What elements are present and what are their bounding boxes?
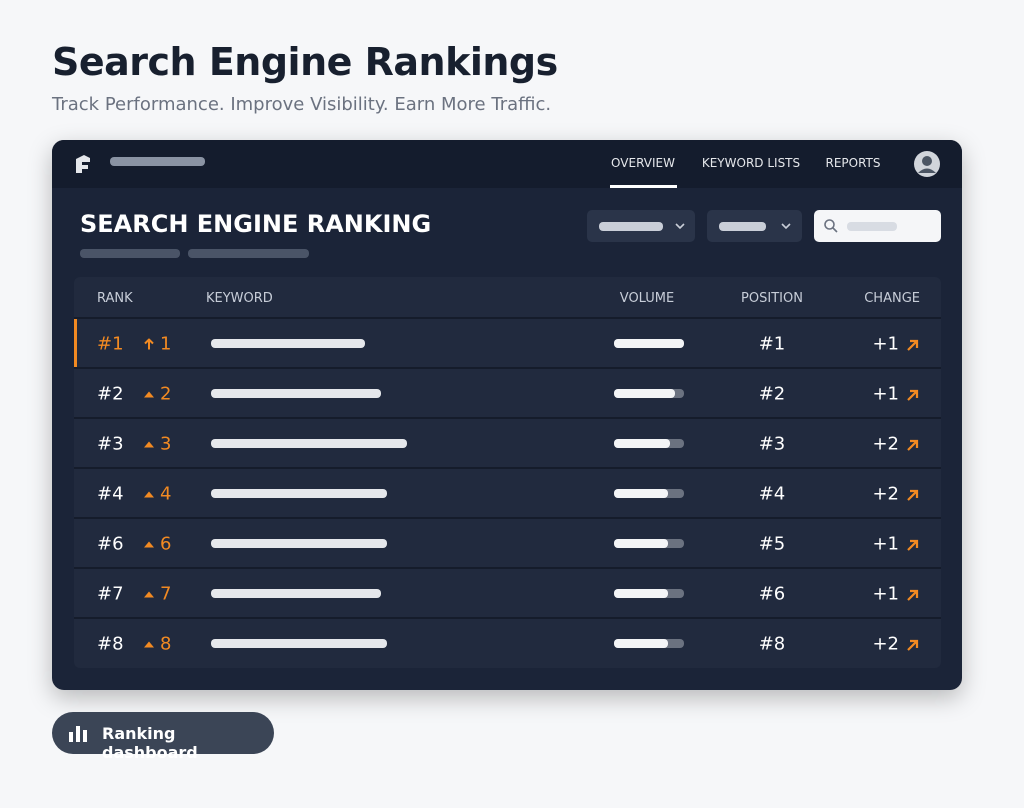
change: +1 xyxy=(872,333,899,355)
volume-bar xyxy=(614,539,684,548)
nav-reports[interactable]: REPORTS xyxy=(825,156,881,170)
volume-bar xyxy=(614,489,684,498)
change: +1 xyxy=(872,383,899,405)
rank: #7 xyxy=(97,583,124,605)
volume-fill xyxy=(614,339,684,348)
placeholder xyxy=(80,249,180,258)
volume-fill xyxy=(614,389,675,398)
volume-fill xyxy=(614,589,668,598)
movement-value: 7 xyxy=(160,583,172,605)
position: #2 xyxy=(758,383,786,405)
table-row: #7 7 #6 +1 xyxy=(74,567,941,619)
volume-bar xyxy=(614,639,684,648)
change: +1 xyxy=(872,533,899,555)
keyword-placeholder xyxy=(211,639,387,648)
rank: #2 xyxy=(97,383,124,405)
rank: #8 xyxy=(97,633,124,655)
position: #6 xyxy=(758,583,786,605)
page-title: Search Engine Rankings xyxy=(52,40,558,84)
avatar[interactable] xyxy=(913,150,941,178)
keyword-placeholder xyxy=(211,539,387,548)
placeholder xyxy=(188,249,309,258)
change-arrow xyxy=(906,637,920,651)
movement-value: 2 xyxy=(160,383,172,405)
volume-bar xyxy=(614,439,684,448)
keyword-placeholder xyxy=(211,439,407,448)
change-arrow xyxy=(906,537,920,551)
position: #8 xyxy=(758,633,786,655)
position: #5 xyxy=(758,533,786,555)
movement-value: 8 xyxy=(160,633,172,655)
movement: 4 xyxy=(144,484,171,505)
header-change: CHANGE xyxy=(864,291,920,306)
volume-bar xyxy=(614,589,684,598)
panel-title: SEARCH ENGINE RANKING xyxy=(80,210,432,238)
movement: 6 xyxy=(144,534,171,555)
volume-bar xyxy=(614,339,684,348)
movement-value: 4 xyxy=(160,483,172,505)
logo[interactable] xyxy=(72,153,94,175)
movement: 3 xyxy=(144,434,171,455)
table-row: #4 4 #4 +2 xyxy=(74,467,941,519)
top-bar: OVERVIEW KEYWORD LISTS REPORTS xyxy=(52,140,962,188)
position: #4 xyxy=(758,483,786,505)
table-row: #3 3 #3 +2 xyxy=(74,417,941,469)
nav-keyword-lists[interactable]: KEYWORD LISTS xyxy=(701,156,801,170)
keyword-placeholder xyxy=(211,339,365,348)
volume-fill xyxy=(614,439,670,448)
dashboard-panel: OVERVIEW KEYWORD LISTS REPORTS SEARCH EN… xyxy=(52,140,962,690)
rank: #6 xyxy=(97,533,124,555)
position: #1 xyxy=(758,333,786,355)
volume-bar xyxy=(614,389,684,398)
table-row: #6 6 #5 +1 xyxy=(74,517,941,569)
change: +2 xyxy=(872,483,899,505)
movement: 7 xyxy=(144,584,171,605)
rank: #4 xyxy=(97,483,124,505)
keyword-placeholder xyxy=(211,489,387,498)
badge-label: Ranking dashboard xyxy=(102,724,198,762)
badge[interactable]: Ranking dashboard xyxy=(52,712,274,762)
change: +2 xyxy=(872,633,899,655)
change-arrow xyxy=(906,387,920,401)
movement-value: 3 xyxy=(160,433,172,455)
change-arrow xyxy=(906,337,920,351)
header-volume: VOLUME xyxy=(619,291,675,306)
change-arrow xyxy=(906,487,920,501)
rank: #3 xyxy=(97,433,124,455)
page-subtitle: Track Performance. Improve Visibility. E… xyxy=(52,94,552,115)
change: +2 xyxy=(872,433,899,455)
rankings-table: RANK KEYWORD VOLUME POSITION CHANGE #1 1 #1 +1 #2… xyxy=(74,277,941,668)
table-row: #1 1 #1 +1 xyxy=(74,317,941,369)
search-box[interactable] xyxy=(814,210,941,242)
brand-placeholder xyxy=(110,157,205,166)
table-row: #2 2 #2 +1 xyxy=(74,367,941,419)
nav-underline xyxy=(610,185,677,188)
change-arrow xyxy=(906,587,920,601)
nav-overview[interactable]: OVERVIEW xyxy=(611,156,675,170)
volume-fill xyxy=(614,489,668,498)
movement: 1 xyxy=(144,334,171,355)
dropdown[interactable] xyxy=(587,210,695,242)
change: +1 xyxy=(872,583,899,605)
rank: #1 xyxy=(97,333,124,355)
header-keyword: KEYWORD xyxy=(206,291,273,306)
movement: 2 xyxy=(144,384,171,405)
header-rank: RANK xyxy=(97,291,133,306)
movement-value: 1 xyxy=(160,333,172,355)
keyword-placeholder xyxy=(211,589,381,598)
dropdown[interactable] xyxy=(707,210,802,242)
header-position: POSITION xyxy=(741,291,803,306)
volume-fill xyxy=(614,539,668,548)
movement: 8 xyxy=(144,634,171,655)
row-highlight xyxy=(74,319,77,369)
volume-fill xyxy=(614,639,668,648)
position: #3 xyxy=(758,433,786,455)
table-row: #8 8 #8 +2 xyxy=(74,617,941,669)
keyword-placeholder xyxy=(211,389,381,398)
change-arrow xyxy=(906,437,920,451)
movement-value: 6 xyxy=(160,533,172,555)
